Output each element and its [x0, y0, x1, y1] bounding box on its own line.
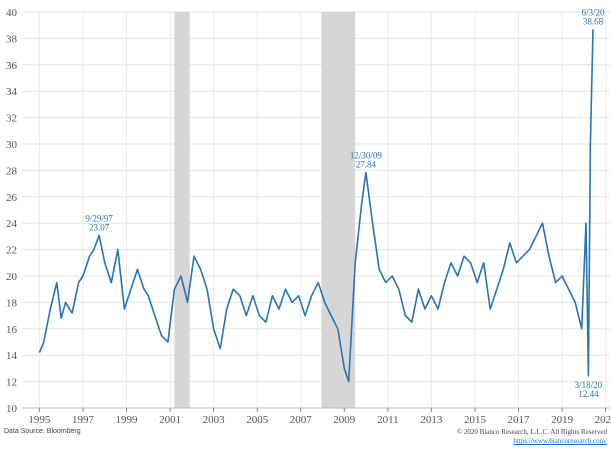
y-tick-label: 18: [6, 297, 18, 309]
annotation-date: 3/18/20: [575, 380, 603, 390]
annotation-value: 27.84: [356, 160, 377, 170]
x-tick-label: 2011: [377, 414, 399, 426]
y-tick-label: 24: [6, 218, 18, 230]
x-tick-label: 1995: [28, 414, 51, 426]
copyright-text: © 2020 Bianco Research, L.L.C. All Right…: [456, 428, 607, 436]
series-line: [38, 29, 594, 383]
x-axis-ticks: 1995 1997 1999 2001 2003 2005 2007 2009 2011 2013…: [22, 407, 611, 426]
x-tick-label: 1999: [116, 414, 139, 426]
x-tick-label: 2007: [290, 414, 313, 426]
x-tick-label: 2001: [159, 414, 181, 426]
recession-band: [321, 12, 356, 408]
y-tick-label: 32: [6, 113, 17, 125]
y-tick-label: 36: [6, 60, 18, 72]
y-tick-label: 28: [6, 165, 18, 177]
y-tick-label: 20: [6, 271, 18, 283]
y-tick-label: 30: [6, 139, 18, 151]
x-tick-label: 2005: [246, 414, 269, 426]
x-tick-label: 2009: [333, 414, 356, 426]
recession-band: [174, 12, 190, 408]
x-tick-label: 2013: [420, 414, 443, 426]
y-tick-label: 22: [6, 245, 17, 257]
annotation-value: 23.07: [89, 222, 110, 232]
recession-shading: [174, 12, 356, 408]
x-tick-label: 1997: [72, 414, 95, 426]
grid-lines: [22, 11, 610, 409]
x-tick-label: 2017: [508, 414, 531, 426]
annotation-value: 12.44: [578, 389, 599, 399]
x-tick-label: 2003: [203, 414, 226, 426]
annotation-date: 9/29/97: [85, 213, 113, 223]
website-link[interactable]: https://www.biancoresearch.com/: [513, 437, 607, 445]
x-tick-label: 2019: [551, 414, 574, 426]
annotation-date: 12/30/09: [350, 151, 383, 161]
data-source-note: Data Source: Bloomberg: [4, 428, 81, 435]
y-tick-label: 40: [6, 7, 18, 19]
y-tick-label: 12: [6, 377, 17, 389]
annotation-value: 38.68: [583, 16, 604, 26]
x-tick-label: 2021: [595, 414, 611, 426]
x-tick-label: 2015: [464, 414, 487, 426]
copyright-block: © 2020 Bianco Research, L.L.C. All Right…: [457, 428, 607, 446]
y-tick-label: 16: [6, 324, 18, 336]
y-tick-label: 34: [6, 86, 18, 98]
annotation-date: 6/3/20: [582, 7, 606, 17]
y-axis-ticks: 10 12 14 16 18 20 22 24 26 28 30 32 34 36 38 40: [6, 7, 18, 415]
y-tick-label: 38: [6, 33, 18, 45]
y-tick-label: 10: [6, 403, 18, 415]
y-tick-label: 14: [6, 350, 18, 362]
series-lines: [38, 29, 594, 383]
y-tick-label: 26: [6, 192, 18, 204]
